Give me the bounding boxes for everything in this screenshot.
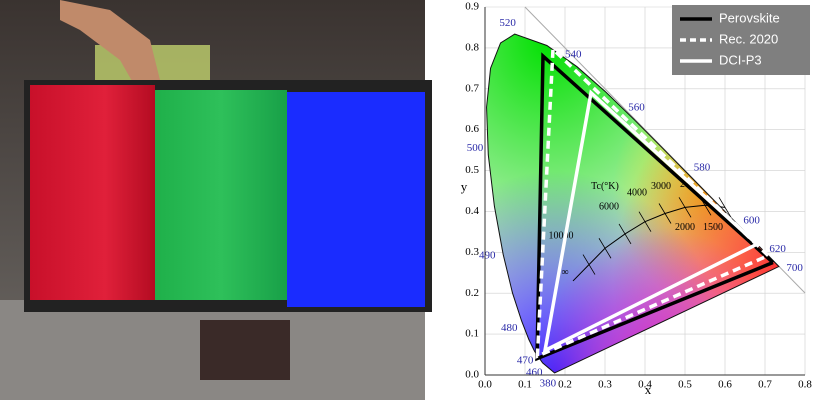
annotation: Tc(°K) <box>591 181 619 192</box>
annotation: 2000 <box>675 222 695 233</box>
annotation: 4000 <box>627 187 647 198</box>
wavelength-label: 700 <box>786 262 803 274</box>
x-tick-label: 0.3 <box>598 379 612 391</box>
wavelength-label: 580 <box>694 162 711 174</box>
green-panel <box>155 90 287 300</box>
isotherm-tick <box>618 223 632 245</box>
x-tick-label: 0.4 <box>638 379 652 391</box>
isotherm-tick <box>718 197 732 218</box>
isotherm-tick <box>598 238 612 259</box>
wavelength-label: 520 <box>499 17 516 29</box>
isotherm-tick <box>658 203 672 224</box>
wavelength-label: 460 <box>526 367 543 379</box>
y-tick-label: 0.9 <box>465 1 479 13</box>
legend-label: Perovskite <box>719 10 780 25</box>
x-tick-label: 0.7 <box>758 379 772 391</box>
legend-label: Rec. 2020 <box>719 31 778 46</box>
gamut-triangle <box>535 52 775 362</box>
wavelength-label: 560 <box>628 101 645 113</box>
x-tick-label: 0.0 <box>478 379 492 391</box>
wavelength-label: 540 <box>565 48 582 60</box>
x-tick-label: 0.5 <box>678 379 692 391</box>
isotherm-tick <box>678 197 692 218</box>
gamut-triangle <box>542 89 759 354</box>
x-tick-label: 0.8 <box>798 379 812 391</box>
wavelength-label: 620 <box>769 243 786 255</box>
annotation: 6000 <box>599 202 619 213</box>
photo <box>0 0 434 400</box>
wavelength-label: 500 <box>467 142 484 154</box>
y-tick-label: 0.4 <box>465 205 479 217</box>
wavelength-label: 600 <box>743 214 760 226</box>
box <box>200 320 290 380</box>
legend-label: DCI-P3 <box>719 52 762 67</box>
annotation: 10000 <box>549 230 574 241</box>
x-tick-label: 0.2 <box>558 379 572 391</box>
annotation: 1500 <box>703 222 723 233</box>
y-axis-label: y <box>461 179 468 194</box>
y-tick-label: 0.1 <box>465 328 479 340</box>
red-panel <box>30 85 155 300</box>
y-tick-label: 0.3 <box>465 246 479 258</box>
hand <box>60 0 160 95</box>
annotation: ∞ <box>561 267 568 278</box>
gamut-triangle <box>535 45 770 359</box>
wavelength-label: 380 <box>540 377 557 389</box>
y-tick-label: 0.2 <box>465 287 479 299</box>
y-tick-label: 0.7 <box>465 82 479 94</box>
y-tick-label: 0.0 <box>465 369 479 381</box>
isotherm-tick <box>638 211 652 232</box>
wavelength-label: 470 <box>517 355 534 367</box>
y-tick-label: 0.5 <box>465 164 479 176</box>
x-axis-label: x <box>645 382 652 397</box>
blue-panel <box>287 92 425 307</box>
isotherm-tick <box>582 254 596 275</box>
x-tick-label: 0.1 <box>518 379 532 391</box>
y-tick-label: 0.8 <box>465 41 479 53</box>
x-tick-label: 0.6 <box>718 379 732 391</box>
y-tick-label: 0.6 <box>465 123 479 135</box>
annotation: 3000 <box>651 181 671 192</box>
wavelength-label: 490 <box>479 249 496 261</box>
wavelength-label: 480 <box>501 322 518 334</box>
